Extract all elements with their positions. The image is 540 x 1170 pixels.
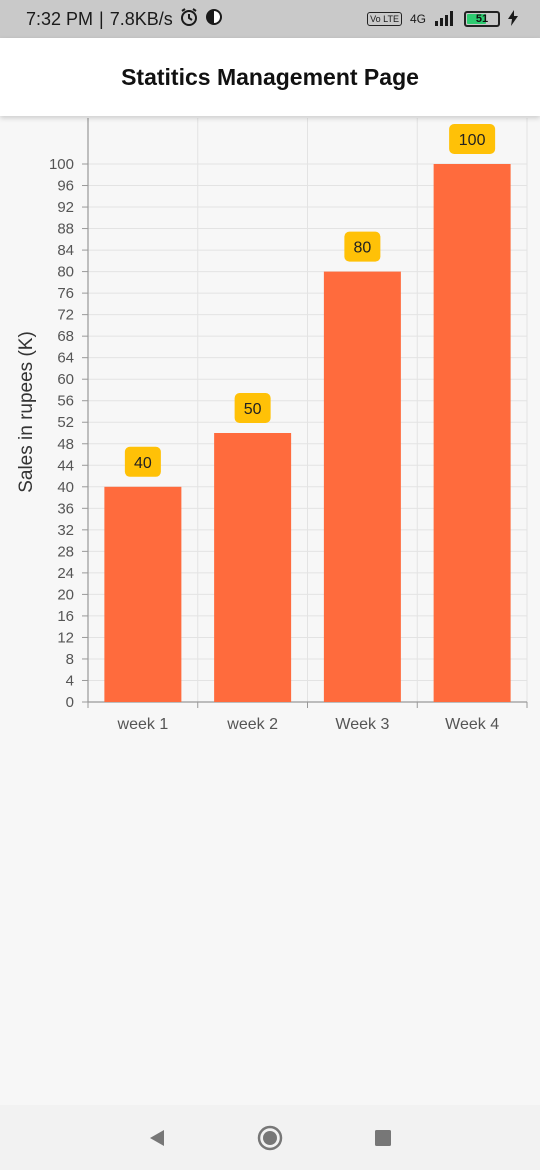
status-right: Vo LTE 4G 51 xyxy=(367,9,518,29)
y-tick-label: 48 xyxy=(57,436,74,453)
network-type: 4G xyxy=(409,12,426,26)
bar xyxy=(323,271,401,702)
y-tick-label: 56 xyxy=(57,393,74,410)
navigation-bar xyxy=(0,1105,540,1170)
y-axis-label: Sales in rupees (K) xyxy=(16,331,37,493)
data-label: 80 xyxy=(353,240,371,257)
x-tick-label: Week 3 xyxy=(335,716,389,733)
battery-icon: 51 xyxy=(464,11,500,27)
y-tick-label: 28 xyxy=(57,543,74,560)
battery-level: 51 xyxy=(475,13,489,25)
y-tick-label: 84 xyxy=(57,242,74,259)
y-tick-label: 0 xyxy=(66,694,74,711)
data-label: 40 xyxy=(134,455,152,472)
volte-badge: Vo LTE xyxy=(367,12,402,26)
home-circle-icon[interactable] xyxy=(250,1118,290,1158)
y-tick-label: 96 xyxy=(57,178,74,195)
status-bar: 7:32 PM | 7.8KB/s Vo LTE 4G 51 xyxy=(0,0,540,38)
y-tick-label: 20 xyxy=(57,586,74,603)
data-label-badge xyxy=(124,446,161,477)
bar xyxy=(433,164,511,702)
back-triangle-icon[interactable] xyxy=(137,1118,177,1158)
x-tick-label: week 1 xyxy=(117,716,169,733)
y-tick-label: 32 xyxy=(57,522,74,539)
y-tick-label: 24 xyxy=(57,565,74,582)
status-time: 7:32 PM xyxy=(26,8,94,29)
bar xyxy=(214,433,292,702)
y-tick-label: 92 xyxy=(57,199,74,216)
page-title: Statitics Management Page xyxy=(121,63,419,90)
y-tick-label: 40 xyxy=(57,479,74,496)
status-separator: | xyxy=(99,8,104,29)
data-label-badge xyxy=(344,231,381,262)
app-bar: Statitics Management Page xyxy=(0,38,540,116)
y-tick-label: 36 xyxy=(57,500,74,517)
status-speed: 7.8KB/s xyxy=(109,8,173,29)
charging-icon xyxy=(508,9,518,29)
alarm-icon xyxy=(179,7,199,32)
y-tick-label: 76 xyxy=(57,285,74,302)
bar xyxy=(104,486,182,702)
y-tick-label: 52 xyxy=(57,414,74,431)
x-tick-label: week 2 xyxy=(226,716,278,733)
signal-icon xyxy=(434,10,456,29)
monthly-sales-chart-container: Montly Sales report646872768084889296100… xyxy=(0,800,540,1105)
y-tick-label: 44 xyxy=(57,457,74,474)
y-tick-label: 72 xyxy=(57,307,74,324)
y-tick-label: 80 xyxy=(57,264,74,281)
data-label: 100 xyxy=(459,132,486,149)
x-tick-label: Week 4 xyxy=(445,716,499,733)
weekly-sales-chart: 0481216202428323640444852566064687276808… xyxy=(16,118,528,733)
data-label-badge xyxy=(449,124,496,154)
y-tick-label: 64 xyxy=(57,350,74,367)
y-tick-label: 12 xyxy=(57,629,74,646)
y-tick-label: 4 xyxy=(66,672,74,689)
y-tick-label: 68 xyxy=(57,328,74,345)
y-tick-label: 60 xyxy=(57,371,74,388)
y-tick-label: 8 xyxy=(66,651,74,668)
recents-square-icon[interactable] xyxy=(363,1118,403,1158)
status-left: 7:32 PM | 7.8KB/s xyxy=(26,7,223,32)
y-tick-label: 16 xyxy=(57,608,74,625)
y-tick-label: 100 xyxy=(49,156,74,173)
data-label-badge xyxy=(234,393,271,423)
data-label: 50 xyxy=(244,401,262,418)
circle-half-icon xyxy=(205,8,223,31)
y-tick-label: 88 xyxy=(57,221,74,238)
